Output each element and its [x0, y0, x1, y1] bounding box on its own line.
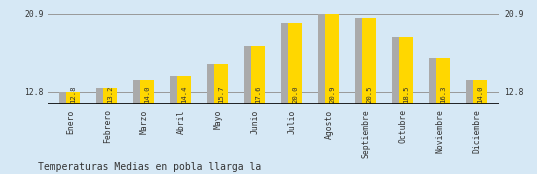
- Bar: [362, 18, 376, 104]
- Text: 16.3: 16.3: [440, 85, 446, 103]
- Bar: [318, 14, 332, 104]
- Bar: [214, 64, 228, 104]
- Bar: [170, 77, 184, 104]
- Bar: [140, 80, 155, 104]
- Bar: [177, 77, 191, 104]
- Text: 20.9: 20.9: [329, 85, 335, 103]
- Bar: [466, 80, 480, 104]
- Text: 14.0: 14.0: [144, 85, 150, 103]
- Bar: [325, 14, 339, 104]
- Text: 20.0: 20.0: [292, 85, 299, 103]
- Bar: [104, 88, 118, 104]
- Bar: [392, 37, 406, 104]
- Bar: [429, 58, 443, 104]
- Bar: [59, 92, 73, 104]
- Bar: [399, 37, 413, 104]
- Text: 14.0: 14.0: [477, 85, 483, 103]
- Bar: [96, 88, 110, 104]
- Bar: [244, 46, 258, 104]
- Text: 15.7: 15.7: [219, 85, 224, 103]
- Bar: [281, 23, 295, 104]
- Text: 20.5: 20.5: [366, 85, 372, 103]
- Bar: [436, 58, 450, 104]
- Text: 17.6: 17.6: [255, 85, 262, 103]
- Bar: [288, 23, 302, 104]
- Bar: [473, 80, 487, 104]
- Bar: [251, 46, 265, 104]
- Bar: [67, 92, 81, 104]
- Text: 12.8: 12.8: [70, 85, 76, 103]
- Text: 14.4: 14.4: [182, 85, 187, 103]
- Bar: [207, 64, 221, 104]
- Bar: [133, 80, 147, 104]
- Text: Temperaturas Medias en pobla llarga la: Temperaturas Medias en pobla llarga la: [38, 162, 261, 172]
- Bar: [355, 18, 369, 104]
- Text: 18.5: 18.5: [403, 85, 409, 103]
- Text: 13.2: 13.2: [107, 85, 113, 103]
